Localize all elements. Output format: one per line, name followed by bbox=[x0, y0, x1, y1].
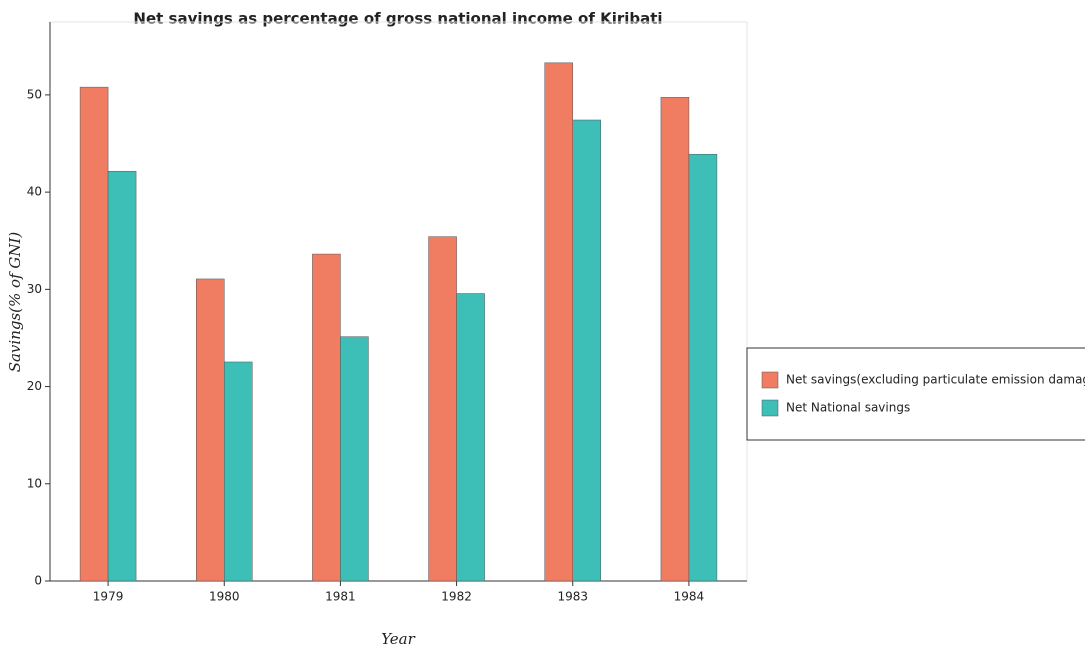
chart-title: Net savings as percentage of gross natio… bbox=[133, 10, 662, 28]
y-tick-label: 20 bbox=[27, 379, 42, 393]
plot-frame bbox=[49, 21, 748, 582]
bar bbox=[572, 119, 601, 582]
legend-box bbox=[746, 347, 1085, 441]
bar bbox=[107, 170, 137, 582]
x-tick-label: 1980 bbox=[209, 590, 240, 604]
bar bbox=[428, 236, 457, 582]
y-tick-label: 0 bbox=[34, 574, 42, 588]
y-axis-label: Savings(% of GNI) bbox=[6, 232, 24, 373]
x-tick-label: 1981 bbox=[325, 590, 356, 604]
bar bbox=[340, 336, 369, 582]
bar bbox=[79, 86, 109, 582]
x-axis-label: Year bbox=[381, 630, 415, 648]
x-tick-label: 1983 bbox=[557, 590, 588, 604]
x-tick-label: 1984 bbox=[674, 590, 705, 604]
bar bbox=[224, 361, 253, 582]
bar bbox=[660, 97, 690, 582]
bar bbox=[688, 153, 718, 582]
y-tick-label: 10 bbox=[27, 476, 42, 490]
bar bbox=[456, 293, 485, 582]
legend-swatch bbox=[761, 399, 779, 417]
legend-label: Net National savings bbox=[786, 401, 910, 415]
x-tick-label: 1979 bbox=[93, 590, 124, 604]
y-tick-label: 40 bbox=[27, 185, 42, 199]
legend-swatch bbox=[761, 371, 779, 389]
bar bbox=[544, 62, 573, 582]
y-tick-label: 50 bbox=[27, 87, 42, 101]
legend-label: Net savings(excluding particulate emissi… bbox=[786, 373, 1085, 387]
bar bbox=[196, 278, 225, 582]
y-tick-label: 30 bbox=[27, 282, 42, 296]
x-tick-label: 1982 bbox=[441, 590, 472, 604]
bar bbox=[312, 253, 341, 582]
